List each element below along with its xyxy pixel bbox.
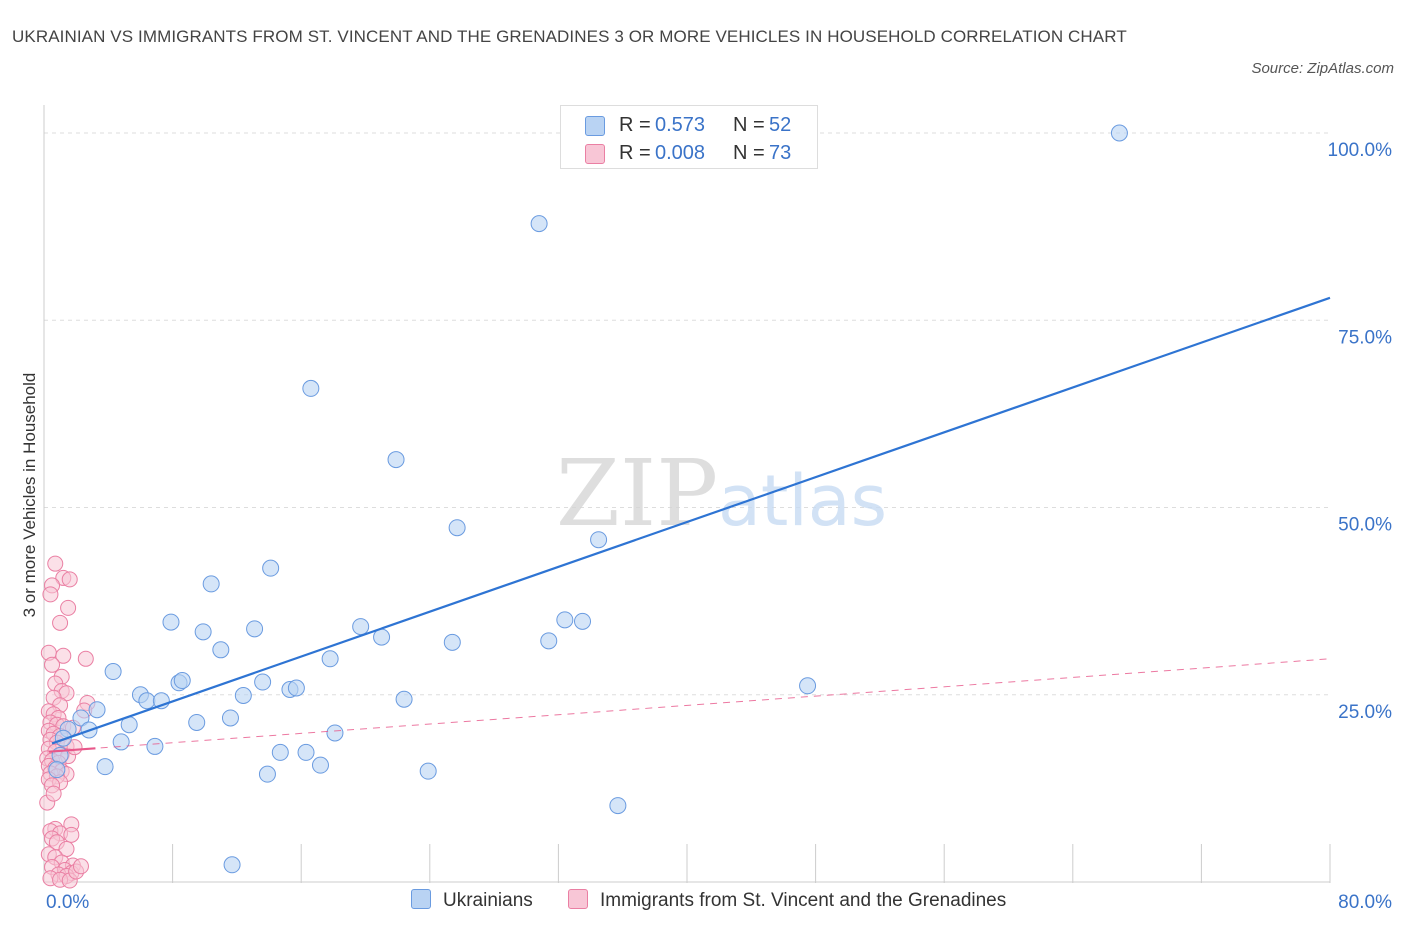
blue-point <box>321 650 339 668</box>
blue-point <box>54 729 72 747</box>
pink-swatch <box>585 144 605 164</box>
blue-point <box>419 762 437 780</box>
pink-point <box>77 650 94 667</box>
blue-point <box>188 713 206 731</box>
blue-point <box>574 612 592 630</box>
blue-point <box>223 856 241 874</box>
blue-point <box>609 797 627 815</box>
pink-trend-line-solid <box>48 747 96 753</box>
blue-point <box>146 737 164 755</box>
blue-point <box>1110 124 1128 142</box>
blue-point <box>530 215 548 233</box>
watermark: ZIP atlas <box>556 440 887 547</box>
blue-point <box>287 679 305 697</box>
blue-point <box>448 519 466 537</box>
y-tick-label: 100.0% <box>1328 140 1393 161</box>
r-value: 0.008 <box>655 142 706 164</box>
blue-point <box>262 559 280 577</box>
pink-trend-line-dashed <box>48 658 1331 753</box>
stats-legend: R = 0.573 N = 52 R = 0.008 N = 73 <box>560 105 818 169</box>
watermark-atlas: atlas <box>718 460 887 542</box>
blue-point <box>540 632 558 650</box>
y-axis-label: 3 or more Vehicles in Household <box>20 372 39 618</box>
blue-point <box>258 765 276 783</box>
blue-point <box>556 611 574 629</box>
blue-point <box>311 756 329 774</box>
blue-point <box>88 701 106 719</box>
blue-point <box>221 709 239 727</box>
blue-point <box>234 686 252 704</box>
blue-point <box>799 677 817 695</box>
pink-point <box>55 647 72 664</box>
n-value: 52 <box>769 114 792 136</box>
pink-point <box>45 785 62 802</box>
tick-labels: 25.0% 50.0% 75.0% 100.0% 0.0% 80.0% <box>46 140 1392 913</box>
pink-point <box>72 858 89 875</box>
blue-point <box>202 575 220 593</box>
n-value: 73 <box>769 142 792 164</box>
blue-point <box>48 761 66 779</box>
chart-title: UKRAINIAN VS IMMIGRANTS FROM ST. VINCENT… <box>12 27 1127 46</box>
blue-point <box>271 743 289 761</box>
y-tick-label: 25.0% <box>1338 702 1392 723</box>
blue-point <box>443 633 461 651</box>
blue-series-points <box>48 124 1128 874</box>
pink-point <box>42 586 59 603</box>
legend-item-immigrants: Immigrants from St. Vincent and the Gren… <box>568 889 1006 912</box>
blue-point <box>302 379 320 397</box>
x-tick-label: 0.0% <box>46 892 89 913</box>
blue-point <box>352 618 370 636</box>
pink-point <box>44 656 61 673</box>
pink-point <box>60 599 77 616</box>
blue-point <box>173 672 191 690</box>
r-value: 0.573 <box>655 114 706 136</box>
blue-point <box>212 641 230 659</box>
pink-point <box>61 571 78 588</box>
trend-lines <box>48 296 1331 753</box>
watermark-zip: ZIP <box>556 440 718 547</box>
blue-point <box>254 673 272 691</box>
gridlines <box>44 132 1330 696</box>
blue-point <box>194 623 212 641</box>
n-label: N = <box>733 142 765 164</box>
blue-point <box>162 613 180 631</box>
blue-swatch <box>411 889 431 909</box>
y-tick-label: 50.0% <box>1338 515 1392 536</box>
blue-point <box>387 451 405 469</box>
blue-point <box>104 663 122 681</box>
pink-point <box>52 614 69 631</box>
blue-point <box>590 531 608 549</box>
blue-point <box>138 692 156 710</box>
blue-point <box>112 733 130 751</box>
legend-label: Ukrainians <box>443 890 533 911</box>
blue-point <box>326 724 344 742</box>
x-tick-label: 80.0% <box>1338 892 1392 913</box>
r-label: R = <box>619 114 651 136</box>
blue-point <box>297 743 315 761</box>
pink-point <box>47 555 64 572</box>
blue-point <box>72 709 90 727</box>
chart-source: Source: ZipAtlas.com <box>1251 60 1394 77</box>
blue-point <box>395 690 413 708</box>
legend-item-ukrainians: Ukrainians <box>411 889 533 912</box>
blue-point <box>246 620 264 638</box>
n-label: N = <box>733 114 765 136</box>
y-tick-label: 75.0% <box>1338 327 1392 348</box>
pink-point <box>63 826 80 843</box>
pink-swatch <box>568 889 588 909</box>
r-label: R = <box>619 142 651 164</box>
blue-point <box>96 758 114 776</box>
blue-swatch <box>585 116 605 136</box>
legend-label: Immigrants from St. Vincent and the Gren… <box>600 890 1007 911</box>
blue-trend-line <box>51 296 1331 745</box>
